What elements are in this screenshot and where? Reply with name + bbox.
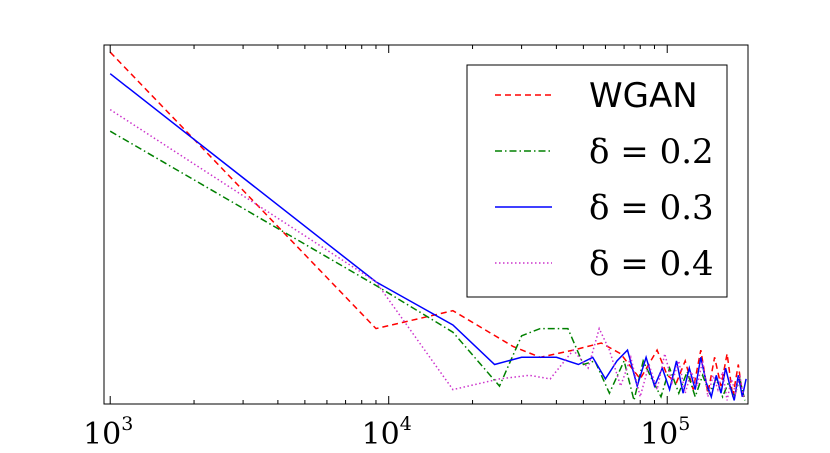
legend: WGAN δ = 0.2 δ = 0.3 δ = 0.4 (466, 64, 728, 298)
series-line-0 (109, 51, 747, 401)
series-line-3 (109, 108, 745, 401)
x-axis: 103 104 105 (83, 45, 690, 452)
legend-label-3: δ = 0.4 (589, 244, 714, 284)
x-tick-label-1: 104 (362, 413, 412, 452)
legend-label-0: WGAN (589, 76, 698, 116)
series-line-2 (109, 73, 747, 401)
x-tick-label-0: 103 (83, 413, 133, 452)
x-tick-label-2: 105 (640, 413, 690, 452)
series-layer (109, 51, 747, 401)
legend-label-2: δ = 0.3 (589, 188, 714, 228)
legend-label-1: δ = 0.2 (589, 132, 714, 172)
legend-box (466, 64, 728, 298)
